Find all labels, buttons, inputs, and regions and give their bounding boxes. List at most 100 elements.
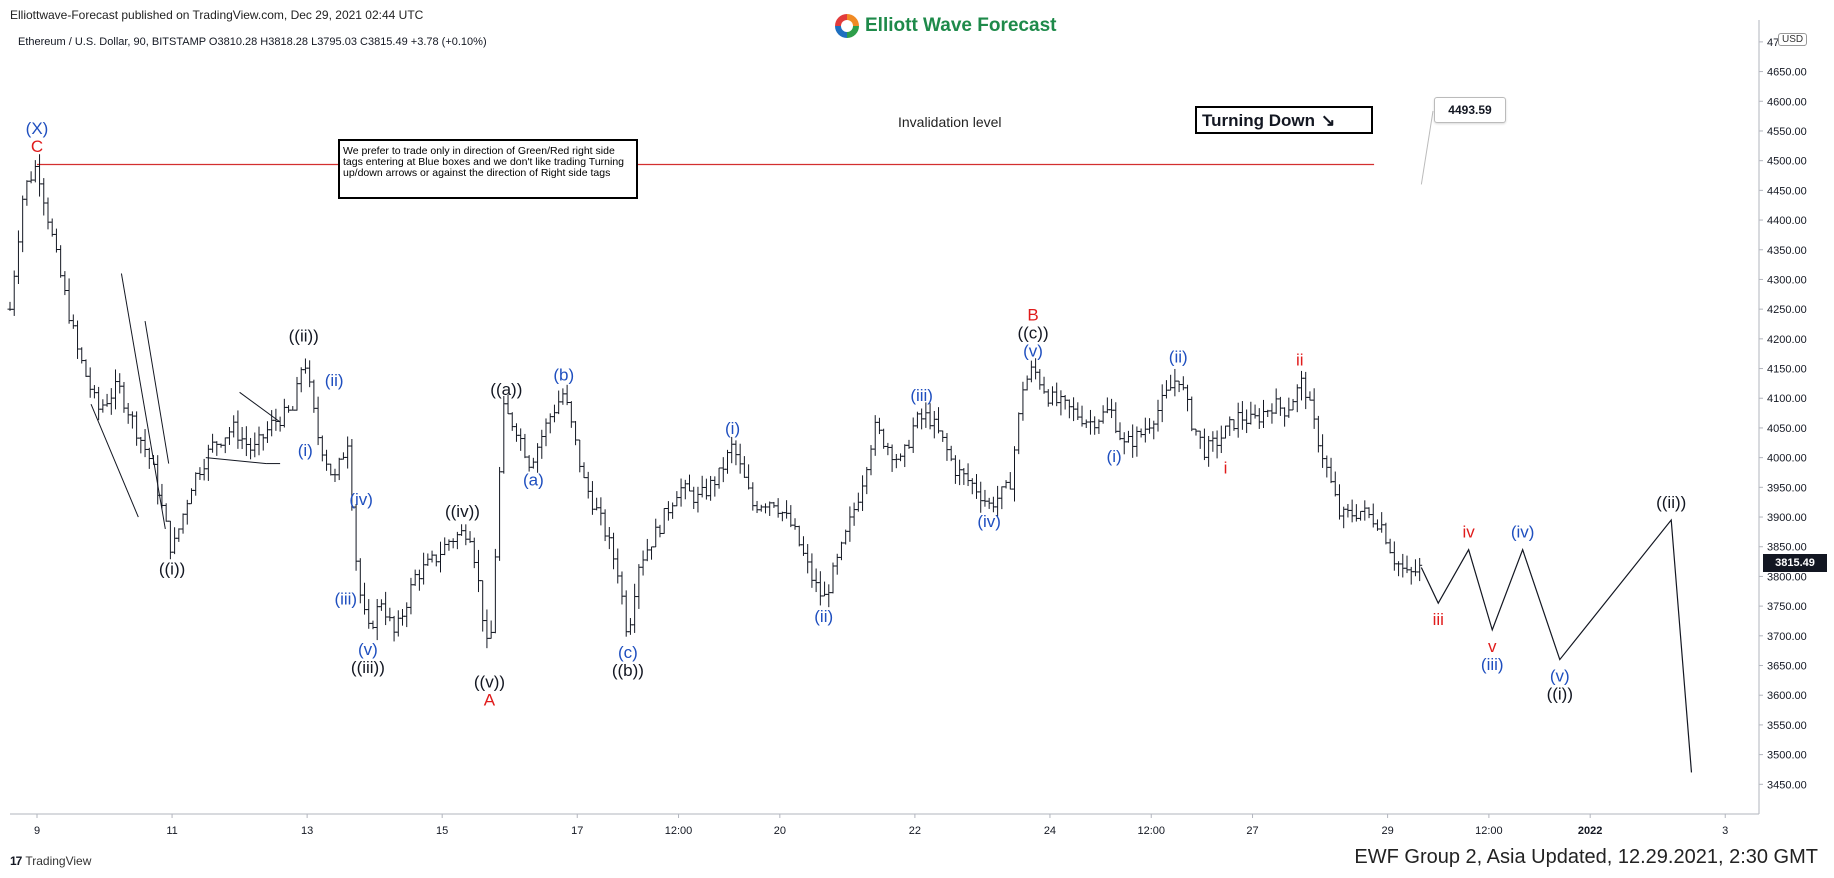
wave-label: (iv)	[977, 512, 1001, 531]
wave-label: (i)	[725, 419, 740, 438]
y-tick-label: 3450.00	[1767, 779, 1807, 791]
brand-name: Elliott Wave Forecast	[865, 15, 1057, 36]
trading-note: We prefer to trade only in direction of …	[338, 139, 638, 199]
turning-down-box: Turning Down ↘	[1195, 106, 1373, 134]
x-tick-label: 13	[301, 825, 313, 837]
wave-label: ((ii))	[1656, 493, 1686, 512]
wave-label: v	[1488, 637, 1497, 656]
y-tick-label: 4500.00	[1767, 156, 1807, 168]
y-tick-label: 3650.00	[1767, 661, 1807, 673]
wave-label: (i)	[298, 441, 313, 460]
y-tick-label: 3600.00	[1767, 690, 1807, 702]
wave-label: (iii)	[1481, 655, 1504, 674]
brand: Elliott Wave Forecast	[835, 14, 1056, 38]
x-tick-label: 17	[571, 825, 583, 837]
y-tick-label: 3750.00	[1767, 601, 1807, 613]
arrow-down-right-icon: ↘	[1321, 111, 1336, 130]
tradingview-footer[interactable]: 17 TradingView	[10, 854, 91, 868]
x-tick-label: 3	[1722, 825, 1728, 837]
projection-path	[1420, 518, 1693, 773]
turning-label: Turning Down	[1202, 111, 1315, 130]
x-tick-label: 12:00	[1137, 825, 1165, 837]
y-tick-label: 3900.00	[1767, 512, 1807, 524]
invalidation-price-callout: 4493.59	[1434, 97, 1506, 123]
wave-label: (iv)	[1511, 523, 1535, 542]
wave-label: ((i))	[1547, 685, 1573, 704]
x-tick-label: 27	[1246, 825, 1258, 837]
x-tick-label: 11	[166, 825, 177, 837]
y-tick-label: 3850.00	[1767, 542, 1807, 554]
y-tick-label: 3700.00	[1767, 631, 1807, 643]
x-tick-label: 29	[1381, 825, 1393, 837]
wave-label: ((ii))	[289, 327, 319, 346]
y-tick-label: 4100.00	[1767, 393, 1807, 405]
wave-label: (iv)	[349, 490, 373, 509]
x-tick-label: 12:00	[1475, 825, 1503, 837]
trend-line	[239, 391, 281, 423]
wave-label: ((iii))	[351, 658, 385, 677]
wave-label: ((v))	[474, 673, 505, 692]
y-tick-label: 4000.00	[1767, 453, 1807, 465]
y-tick-label: 3950.00	[1767, 482, 1807, 494]
wave-label: (b)	[553, 365, 574, 384]
wave-label: (a)	[523, 471, 544, 490]
y-tick-label: 4400.00	[1767, 215, 1807, 227]
tradingview-logo-icon: 17	[10, 854, 22, 868]
trend-line	[90, 403, 139, 518]
wave-label: (v)	[1023, 342, 1043, 361]
x-tick-label: 22	[909, 825, 921, 837]
x-tick-label: 24	[1044, 825, 1056, 837]
wave-label: (iii)	[910, 386, 933, 405]
wave-label: i	[1224, 459, 1228, 478]
tradingview-label: TradingView	[25, 854, 92, 868]
trend-line	[205, 457, 267, 465]
wave-label: (ii)	[1169, 347, 1188, 366]
y-tick-label: 3800.00	[1767, 571, 1807, 583]
wave-label: (i)	[1107, 447, 1122, 466]
y-tick-label: 3550.00	[1767, 720, 1807, 732]
update-caption: EWF Group 2, Asia Updated, 12.29.2021, 2…	[1354, 846, 1818, 868]
y-tick-label: 4250.00	[1767, 304, 1807, 316]
wave-label: (X)	[26, 119, 49, 138]
callout-pointer	[1420, 110, 1434, 185]
y-tick-label: 4450.00	[1767, 185, 1807, 197]
y-tick-label: 3500.00	[1767, 750, 1807, 762]
wave-label: ((i))	[159, 560, 185, 579]
wave-label: (v)	[1550, 667, 1570, 686]
wave-label: ((iv))	[445, 502, 480, 521]
y-tick-label: 4150.00	[1767, 364, 1807, 376]
y-tick-label: 4350.00	[1767, 245, 1807, 257]
wave-label: C	[31, 137, 43, 156]
wave-label: B	[1027, 306, 1038, 325]
y-tick-label: 4600.00	[1767, 96, 1807, 108]
wave-label: iii	[1433, 610, 1444, 629]
x-tick-label: 9	[34, 825, 40, 837]
invalidation-label: Invalidation level	[898, 114, 1002, 130]
x-tick-label: 12:00	[665, 825, 693, 837]
wave-label: (v)	[358, 640, 378, 659]
wave-label: (ii)	[325, 371, 344, 390]
wave-label: (ii)	[814, 607, 833, 626]
wave-label: ii	[1296, 350, 1304, 369]
wave-label: (c)	[618, 643, 638, 662]
wave-label: ((a))	[490, 380, 522, 399]
symbol-legend[interactable]: Ethereum / U.S. Dollar, 90, BITSTAMP O38…	[18, 36, 487, 48]
x-tick-label: 20	[774, 825, 786, 837]
y-tick-label: 4050.00	[1767, 423, 1807, 435]
wave-label: (iii)	[334, 589, 357, 608]
y-tick-label: 4650.00	[1767, 67, 1807, 79]
x-tick-label: 2022	[1578, 825, 1602, 837]
current-price-tag: 3815.49	[1763, 554, 1827, 572]
currency-badge[interactable]: USD	[1778, 33, 1808, 46]
trend-line	[144, 320, 170, 464]
y-tick-label: 4200.00	[1767, 334, 1807, 346]
wave-label: ((b))	[612, 661, 644, 680]
y-tick-label: 4300.00	[1767, 274, 1807, 286]
x-tick-label: 15	[436, 825, 448, 837]
brand-logo-icon	[835, 14, 859, 38]
wave-label: iv	[1462, 523, 1475, 542]
trend-line	[120, 273, 166, 529]
wave-label: ((c))	[1017, 324, 1048, 343]
